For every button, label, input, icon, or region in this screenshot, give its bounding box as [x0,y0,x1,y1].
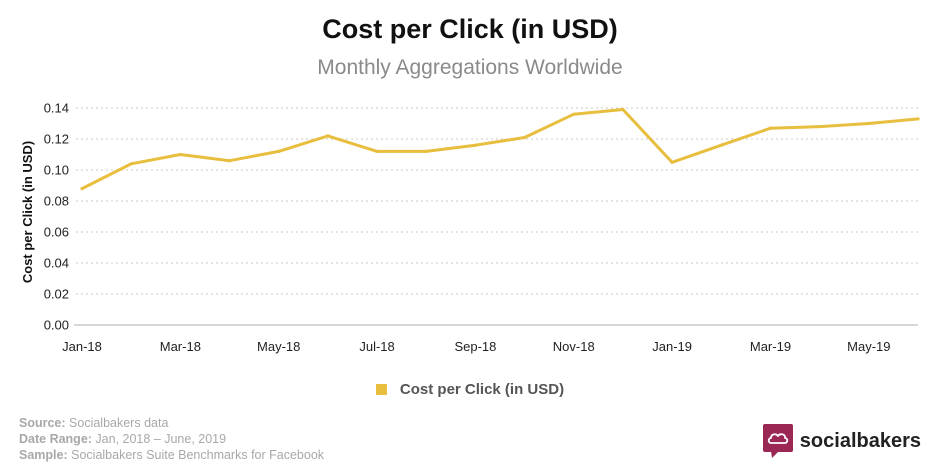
data-point [178,152,182,157]
y-tick-labels: 0.00 0.02 0.04 0.06 0.08 0.10 0.12 0.14 [44,101,69,333]
data-point [916,117,920,121]
y-tick-label: 0.12 [44,132,69,147]
footer-sample-value: Socialbakers Suite Benchmarks for Facebo… [71,448,325,462]
series-line-cost-per-click [80,108,920,191]
legend-label: Cost per Click (in USD) [399,381,565,398]
x-tick-label: Sep-18 [454,339,496,354]
socialbakers-logo-icon [762,424,793,458]
data-point [129,162,133,166]
gridlines [76,107,918,295]
footer-sample: Sample: Socialbakers Suite Benchmarks fo… [19,447,324,463]
brand-name: socialbakers [799,429,921,452]
chart-subtitle: Monthly Aggregations Worldwide [317,56,623,79]
footer-sample-label: Sample: [19,448,68,462]
chart-title: Cost per Click (in USD) [322,14,618,44]
data-point [80,187,84,191]
legend: Cost per Click (in USD) [0,381,940,398]
brand: socialbakers [762,424,921,458]
x-tick-label: May-19 [847,339,890,354]
series-points [80,107,920,191]
y-tick-label: 0.00 [44,318,69,333]
x-tick-label: Jan-18 [62,339,102,354]
footer-date-label: Date Range: [19,432,92,446]
footer-notes: Source: Socialbakers data Date Range: Ja… [19,415,324,463]
data-point [375,149,379,153]
data-point [719,143,723,147]
data-point [227,159,232,163]
x-tick-label: Mar-19 [750,339,791,354]
data-point [621,107,625,112]
legend-swatch [375,384,387,395]
y-tick-label: 0.04 [44,256,69,271]
y-tick-label: 0.10 [44,163,69,178]
data-point [277,149,281,153]
y-tick-label: 0.06 [44,225,69,240]
x-tick-label: Jul-18 [359,339,394,354]
data-point [670,160,674,164]
y-tick-label: 0.02 [44,287,69,302]
footer-source-label: Source: [19,416,66,430]
x-tick-label: Nov-18 [553,339,595,354]
x-tick-label: Jan-19 [652,339,692,354]
data-point [473,143,478,147]
data-point [867,121,871,126]
data-point [768,126,773,130]
data-point [572,112,576,116]
y-axis-label: Cost per Click (in USD) [20,141,35,283]
footer-date-value: Jan, 2018 – June, 2019 [95,432,227,446]
footer-source-value: Socialbakers data [69,416,169,430]
data-point [326,134,330,138]
footer-date-range: Date Range: Jan, 2018 – June, 2019 [19,431,324,447]
x-tick-label: Mar-18 [160,339,201,354]
footer-source: Source: Socialbakers data [19,415,324,431]
data-point [818,125,822,129]
y-tick-label: 0.14 [44,101,69,116]
data-point [424,149,428,153]
x-tick-labels: Jan-18 Mar-18 May-18 Jul-18 Sep-18 Nov-18 Jan-… [62,339,890,354]
y-tick-label: 0.08 [44,194,69,209]
x-tick-label: May-18 [257,339,300,354]
data-point [522,135,527,140]
